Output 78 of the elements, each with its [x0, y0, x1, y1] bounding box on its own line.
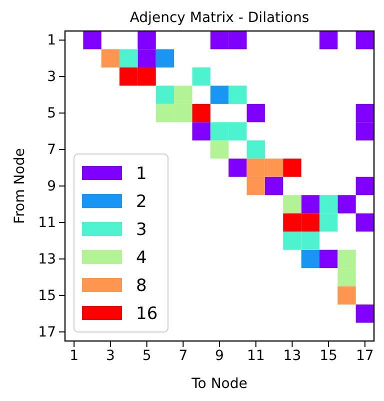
x-tick-label: 15	[320, 348, 338, 364]
point	[210, 31, 229, 50]
point	[210, 140, 229, 159]
point	[246, 176, 265, 196]
legend-label: 1	[136, 164, 147, 184]
point	[301, 232, 320, 250]
point	[192, 122, 210, 140]
point	[301, 195, 320, 214]
point	[138, 49, 156, 68]
point	[120, 67, 138, 86]
legend-label: 2	[136, 192, 147, 212]
x-tick-label: 1	[70, 348, 79, 364]
point	[120, 49, 138, 68]
legend-label: 16	[136, 304, 158, 324]
point	[264, 176, 284, 196]
point	[338, 195, 356, 214]
point	[319, 213, 338, 232]
x-tick-label: 11	[246, 348, 265, 364]
chart-title: Adjency Matrix - Dilations	[130, 10, 310, 26]
point	[83, 31, 102, 50]
y-tick-label: 3	[47, 69, 56, 86]
point	[283, 213, 302, 232]
point	[283, 232, 302, 250]
y-tick-label: 7	[47, 142, 56, 158]
point	[246, 158, 265, 177]
point	[138, 31, 156, 50]
y-tick-label: 9	[47, 178, 56, 194]
point	[192, 67, 210, 86]
point	[101, 49, 120, 68]
legend-label: 3	[136, 220, 147, 240]
point	[228, 31, 247, 50]
point	[192, 104, 210, 122]
point	[210, 86, 229, 104]
x-tick-label: 9	[215, 348, 224, 364]
point	[301, 250, 320, 268]
point	[228, 158, 247, 177]
legend-label: 8	[136, 276, 147, 296]
point	[246, 104, 265, 122]
y-tick-label: 13	[38, 251, 56, 268]
point	[338, 250, 356, 268]
x-tick-label: 17	[356, 348, 374, 364]
point	[156, 49, 174, 68]
x-tick-label: 13	[283, 348, 302, 364]
x-axis-title: To Node	[190, 376, 248, 392]
point	[174, 104, 192, 122]
x-tick-label: 5	[142, 348, 152, 364]
legend-label: 4	[136, 248, 147, 268]
point	[264, 158, 284, 177]
y-tick-label: 5	[47, 106, 56, 122]
y-tick-label: 11	[38, 214, 56, 231]
point	[319, 250, 338, 268]
point	[338, 286, 356, 305]
point	[156, 104, 174, 122]
y-tick-label: 15	[38, 288, 56, 304]
point	[246, 140, 265, 159]
point	[228, 86, 247, 104]
point	[356, 122, 374, 140]
point	[210, 122, 229, 140]
point	[283, 158, 302, 177]
point	[356, 213, 374, 232]
point	[319, 31, 338, 50]
point	[228, 122, 247, 140]
point	[138, 67, 156, 86]
point	[338, 268, 356, 286]
point	[174, 86, 192, 104]
point	[301, 213, 320, 232]
y-tick-label: 17	[38, 324, 56, 340]
point	[156, 86, 174, 104]
x-tick-label: 3	[106, 348, 115, 364]
x-tick-label: 7	[178, 348, 188, 364]
point	[283, 195, 302, 214]
point	[319, 195, 338, 214]
point	[356, 31, 374, 50]
point	[356, 304, 374, 323]
point	[356, 176, 374, 196]
y-tick-label: 1	[47, 32, 56, 49]
point	[356, 104, 374, 122]
y-axis-title: From Node	[12, 148, 28, 224]
